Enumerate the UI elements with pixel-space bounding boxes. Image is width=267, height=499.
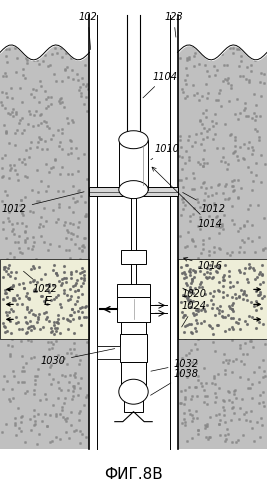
Polygon shape (0, 259, 89, 339)
Bar (121, 250, 146, 264)
Text: 1016: 1016 (184, 257, 223, 271)
Bar (127, 15, 140, 150)
Bar (119, 140, 148, 190)
Text: 1038: 1038 (151, 369, 199, 395)
Bar (89, 15, 97, 449)
Bar (97, 345, 120, 359)
Bar (117, 297, 150, 322)
Bar (117, 284, 150, 297)
Polygon shape (178, 15, 267, 449)
Bar (131, 264, 136, 284)
Bar (130, 140, 137, 150)
Text: 1024: 1024 (182, 301, 207, 327)
Text: 1030: 1030 (41, 349, 115, 366)
Text: 1032: 1032 (151, 359, 199, 371)
Text: 1012: 1012 (2, 192, 84, 214)
Polygon shape (178, 259, 267, 339)
Bar (121, 362, 146, 392)
Ellipse shape (119, 131, 148, 149)
Ellipse shape (119, 181, 148, 199)
Bar (120, 334, 147, 362)
Bar (121, 322, 146, 334)
Bar (131, 190, 136, 250)
Bar (89, 15, 178, 449)
Text: 1012: 1012 (183, 193, 225, 214)
Bar (124, 392, 143, 412)
Bar (170, 15, 178, 449)
Polygon shape (0, 15, 89, 449)
Text: E: E (44, 295, 52, 308)
Text: 102: 102 (79, 12, 97, 49)
Ellipse shape (119, 379, 148, 404)
Text: 1020: 1020 (182, 288, 207, 299)
Text: 1014: 1014 (152, 167, 223, 229)
Text: 123: 123 (164, 12, 183, 37)
Text: 1010: 1010 (151, 144, 180, 160)
Text: 1104: 1104 (143, 72, 177, 98)
Bar (89, 187, 178, 196)
Text: 1022: 1022 (23, 271, 57, 294)
Text: ФИГ.8В: ФИГ.8В (104, 467, 163, 482)
